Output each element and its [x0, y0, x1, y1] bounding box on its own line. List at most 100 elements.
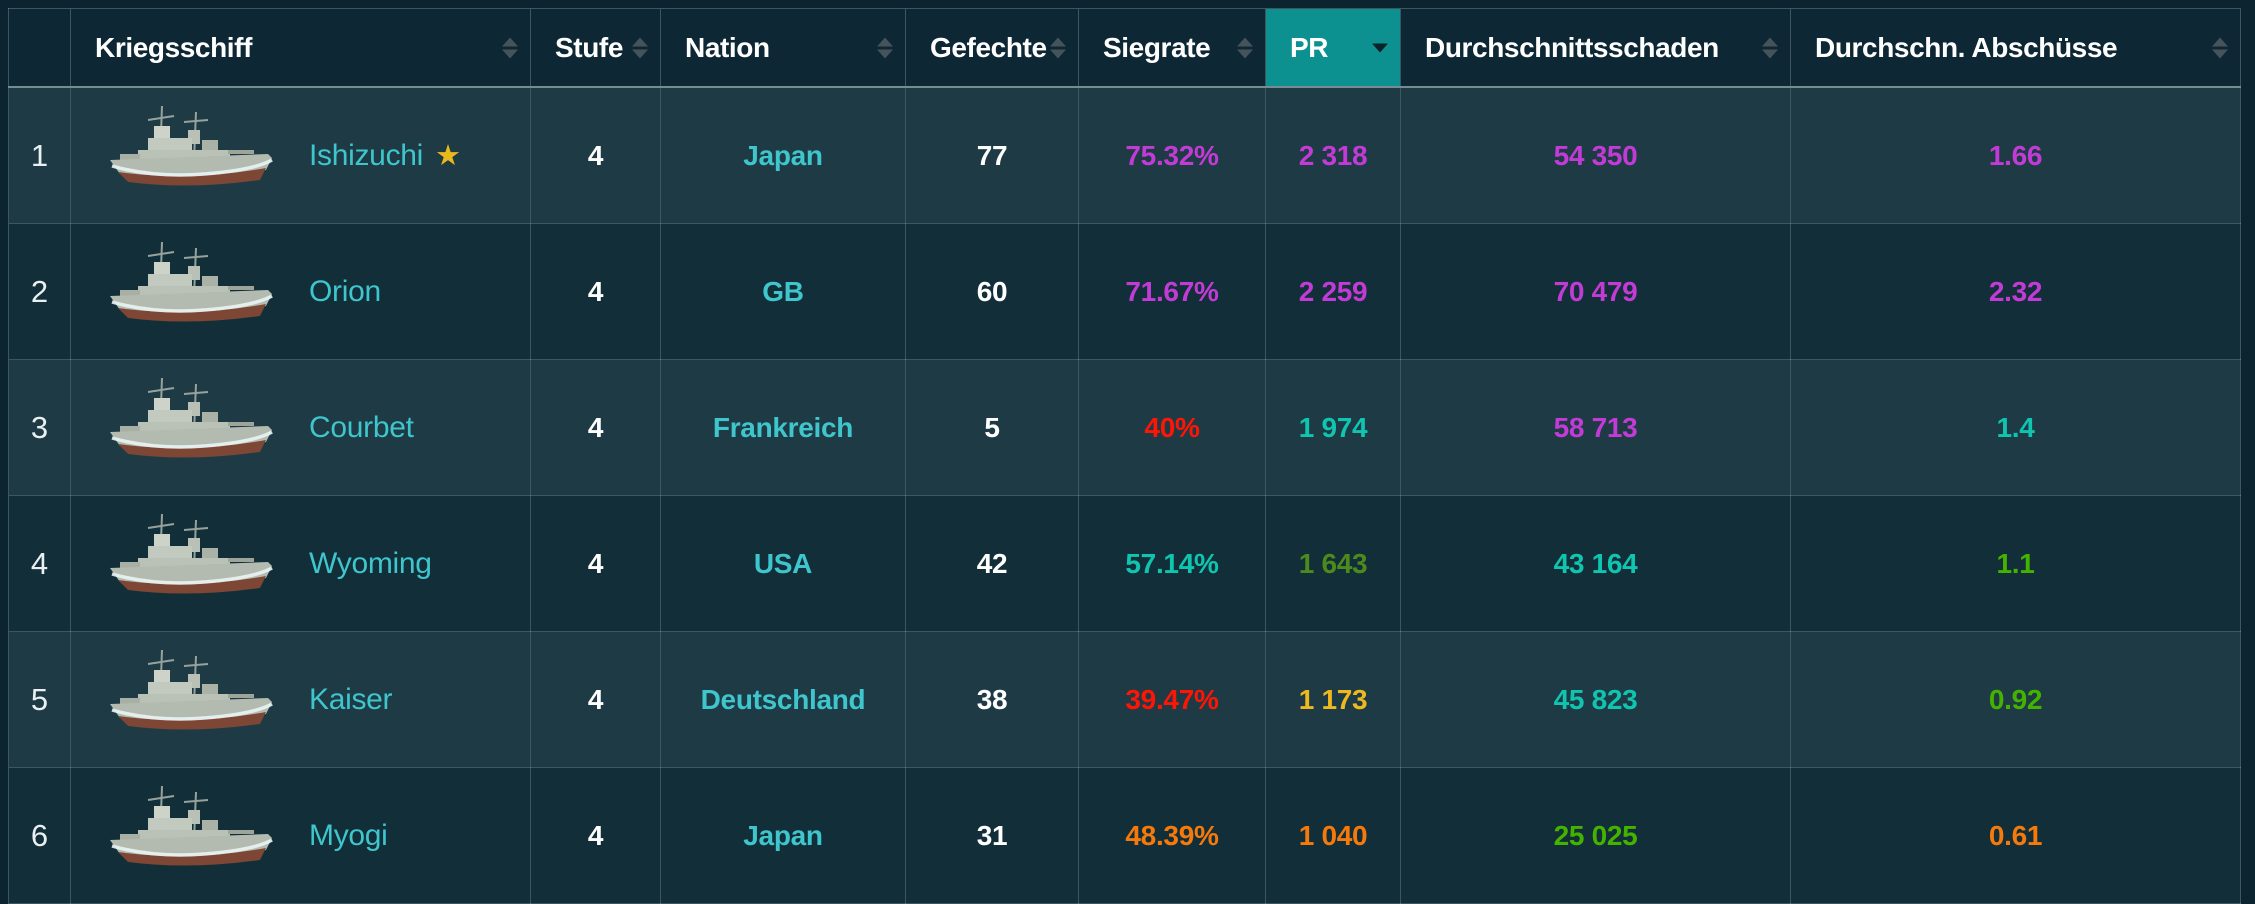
tier-cell: 4: [530, 631, 661, 768]
avg-damage-value: 45 823: [1553, 683, 1638, 715]
tier-value: 4: [587, 275, 604, 307]
ship-name-link[interactable]: Ishizuchi: [309, 138, 424, 172]
avg-kills-value: 2.32: [1988, 275, 2043, 307]
pr-cell: 1 040: [1265, 767, 1401, 904]
nation-value: Japan: [743, 139, 823, 171]
table-row: 5: [8, 631, 2241, 768]
sort-both-icon[interactable]: [2212, 37, 2228, 58]
column-header-tier[interactable]: Stufe: [530, 8, 661, 88]
sort-both-icon[interactable]: [632, 37, 648, 58]
pr-value: 2 318: [1298, 139, 1368, 171]
sort-both-icon[interactable]: [1762, 37, 1778, 58]
battles-cell: 5: [905, 359, 1079, 496]
header-row: Kriegsschiff Stufe Nation Gefechte Siegr…: [8, 8, 2241, 88]
ship-name-link[interactable]: Orion: [309, 274, 381, 308]
battles-value: 5: [984, 411, 1000, 443]
avg-kills-value: 1.66: [1988, 139, 2043, 171]
ship-image: [87, 644, 295, 756]
pr-cell: 1 173: [1265, 631, 1401, 768]
tier-cell: 4: [530, 495, 661, 632]
ship-image: [87, 100, 295, 212]
battles-cell: 77: [905, 87, 1079, 224]
winrate-cell: 48.39%: [1078, 767, 1266, 904]
tier-value: 4: [587, 819, 604, 851]
avg-kills-cell: 1.4: [1790, 359, 2241, 496]
winrate-cell: 40%: [1078, 359, 1266, 496]
rank-cell: 2: [8, 223, 71, 360]
nation-cell: GB: [660, 223, 906, 360]
pr-value: 1 173: [1298, 683, 1368, 715]
avg-kills-cell: 2.32: [1790, 223, 2241, 360]
table-row: 1: [8, 87, 2241, 224]
avg-damage-cell: 58 713: [1400, 359, 1791, 496]
rank-label: 3: [30, 409, 49, 445]
column-header-warship[interactable]: Kriegsschiff: [70, 8, 531, 88]
avg-kills-cell: 0.92: [1790, 631, 2241, 768]
premium-star-icon: ★: [435, 140, 462, 172]
battles-cell: 31: [905, 767, 1079, 904]
winrate-cell: 57.14%: [1078, 495, 1266, 632]
rank-cell: 1: [8, 87, 71, 224]
ship-name-link[interactable]: Wyoming: [309, 546, 432, 580]
column-header-nation[interactable]: Nation: [660, 8, 906, 88]
tier-value: 4: [587, 139, 604, 171]
ship-cell: Myogi ★: [70, 767, 531, 904]
column-header-avg-damage[interactable]: Durchschnittsschaden: [1400, 8, 1791, 88]
ship-image: [87, 780, 295, 892]
avg-kills-value: 0.92: [1988, 683, 2043, 715]
sort-desc-icon[interactable]: [1372, 43, 1388, 52]
sort-both-icon[interactable]: [502, 37, 518, 58]
ship-name-link[interactable]: Courbet: [309, 410, 414, 444]
avg-kills-value: 0.61: [1988, 819, 2043, 851]
ship-image: [87, 372, 295, 484]
tier-cell: 4: [530, 359, 661, 496]
avg-damage-cell: 43 164: [1400, 495, 1791, 632]
sort-both-icon[interactable]: [1050, 37, 1066, 58]
column-header-label: Nation: [685, 31, 770, 63]
tier-cell: 4: [530, 767, 661, 904]
ship-image: [87, 508, 295, 620]
rank-cell: 4: [8, 495, 71, 632]
ship-cell: Ishizuchi ★: [70, 87, 531, 224]
ship-stats-table-wrap: Kriegsschiff Stufe Nation Gefechte Siegr…: [8, 8, 2241, 904]
ship-cell: Kaiser ★: [70, 631, 531, 768]
rank-cell: 6: [8, 767, 71, 904]
battles-value: 31: [976, 819, 1008, 851]
battles-value: 77: [976, 139, 1008, 171]
avg-kills-cell: 1.1: [1790, 495, 2241, 632]
rank-label: 2: [30, 273, 49, 309]
avg-damage-cell: 45 823: [1400, 631, 1791, 768]
winrate-value: 40%: [1144, 411, 1200, 443]
column-header-battles[interactable]: Gefechte: [905, 8, 1079, 88]
avg-kills-cell: 1.66: [1790, 87, 2241, 224]
pr-value: 1 040: [1298, 819, 1368, 851]
column-header-winrate[interactable]: Siegrate: [1078, 8, 1266, 88]
nation-value: Japan: [743, 819, 823, 851]
column-header-label: Siegrate: [1103, 31, 1211, 63]
battles-value: 38: [976, 683, 1008, 715]
rank-label: 6: [30, 817, 49, 853]
ship-name-link[interactable]: Myogi: [309, 818, 388, 852]
nation-cell: USA: [660, 495, 906, 632]
nation-cell: Frankreich: [660, 359, 906, 496]
sort-both-icon[interactable]: [1237, 37, 1253, 58]
winrate-value: 57.14%: [1125, 547, 1219, 579]
tier-cell: 4: [530, 87, 661, 224]
nation-value: USA: [753, 547, 813, 579]
nation-cell: Deutschland: [660, 631, 906, 768]
pr-value: 1 643: [1298, 547, 1368, 579]
rank-cell: 3: [8, 359, 71, 496]
table-body: 1: [8, 87, 2241, 904]
nation-cell: Japan: [660, 767, 906, 904]
avg-damage-value: 58 713: [1553, 411, 1638, 443]
avg-kills-value: 1.4: [1996, 411, 2035, 443]
column-header-avg-kills[interactable]: Durchschn. Abschüsse: [1790, 8, 2241, 88]
avg-damage-cell: 70 479: [1400, 223, 1791, 360]
battles-cell: 42: [905, 495, 1079, 632]
table-row: 4: [8, 495, 2241, 632]
table-row: 2: [8, 223, 2241, 360]
column-header-pr[interactable]: PR: [1265, 8, 1401, 88]
sort-both-icon[interactable]: [877, 37, 893, 58]
ship-name-link[interactable]: Kaiser: [309, 682, 393, 716]
column-header-label: Durchschnittsschaden: [1425, 31, 1719, 63]
